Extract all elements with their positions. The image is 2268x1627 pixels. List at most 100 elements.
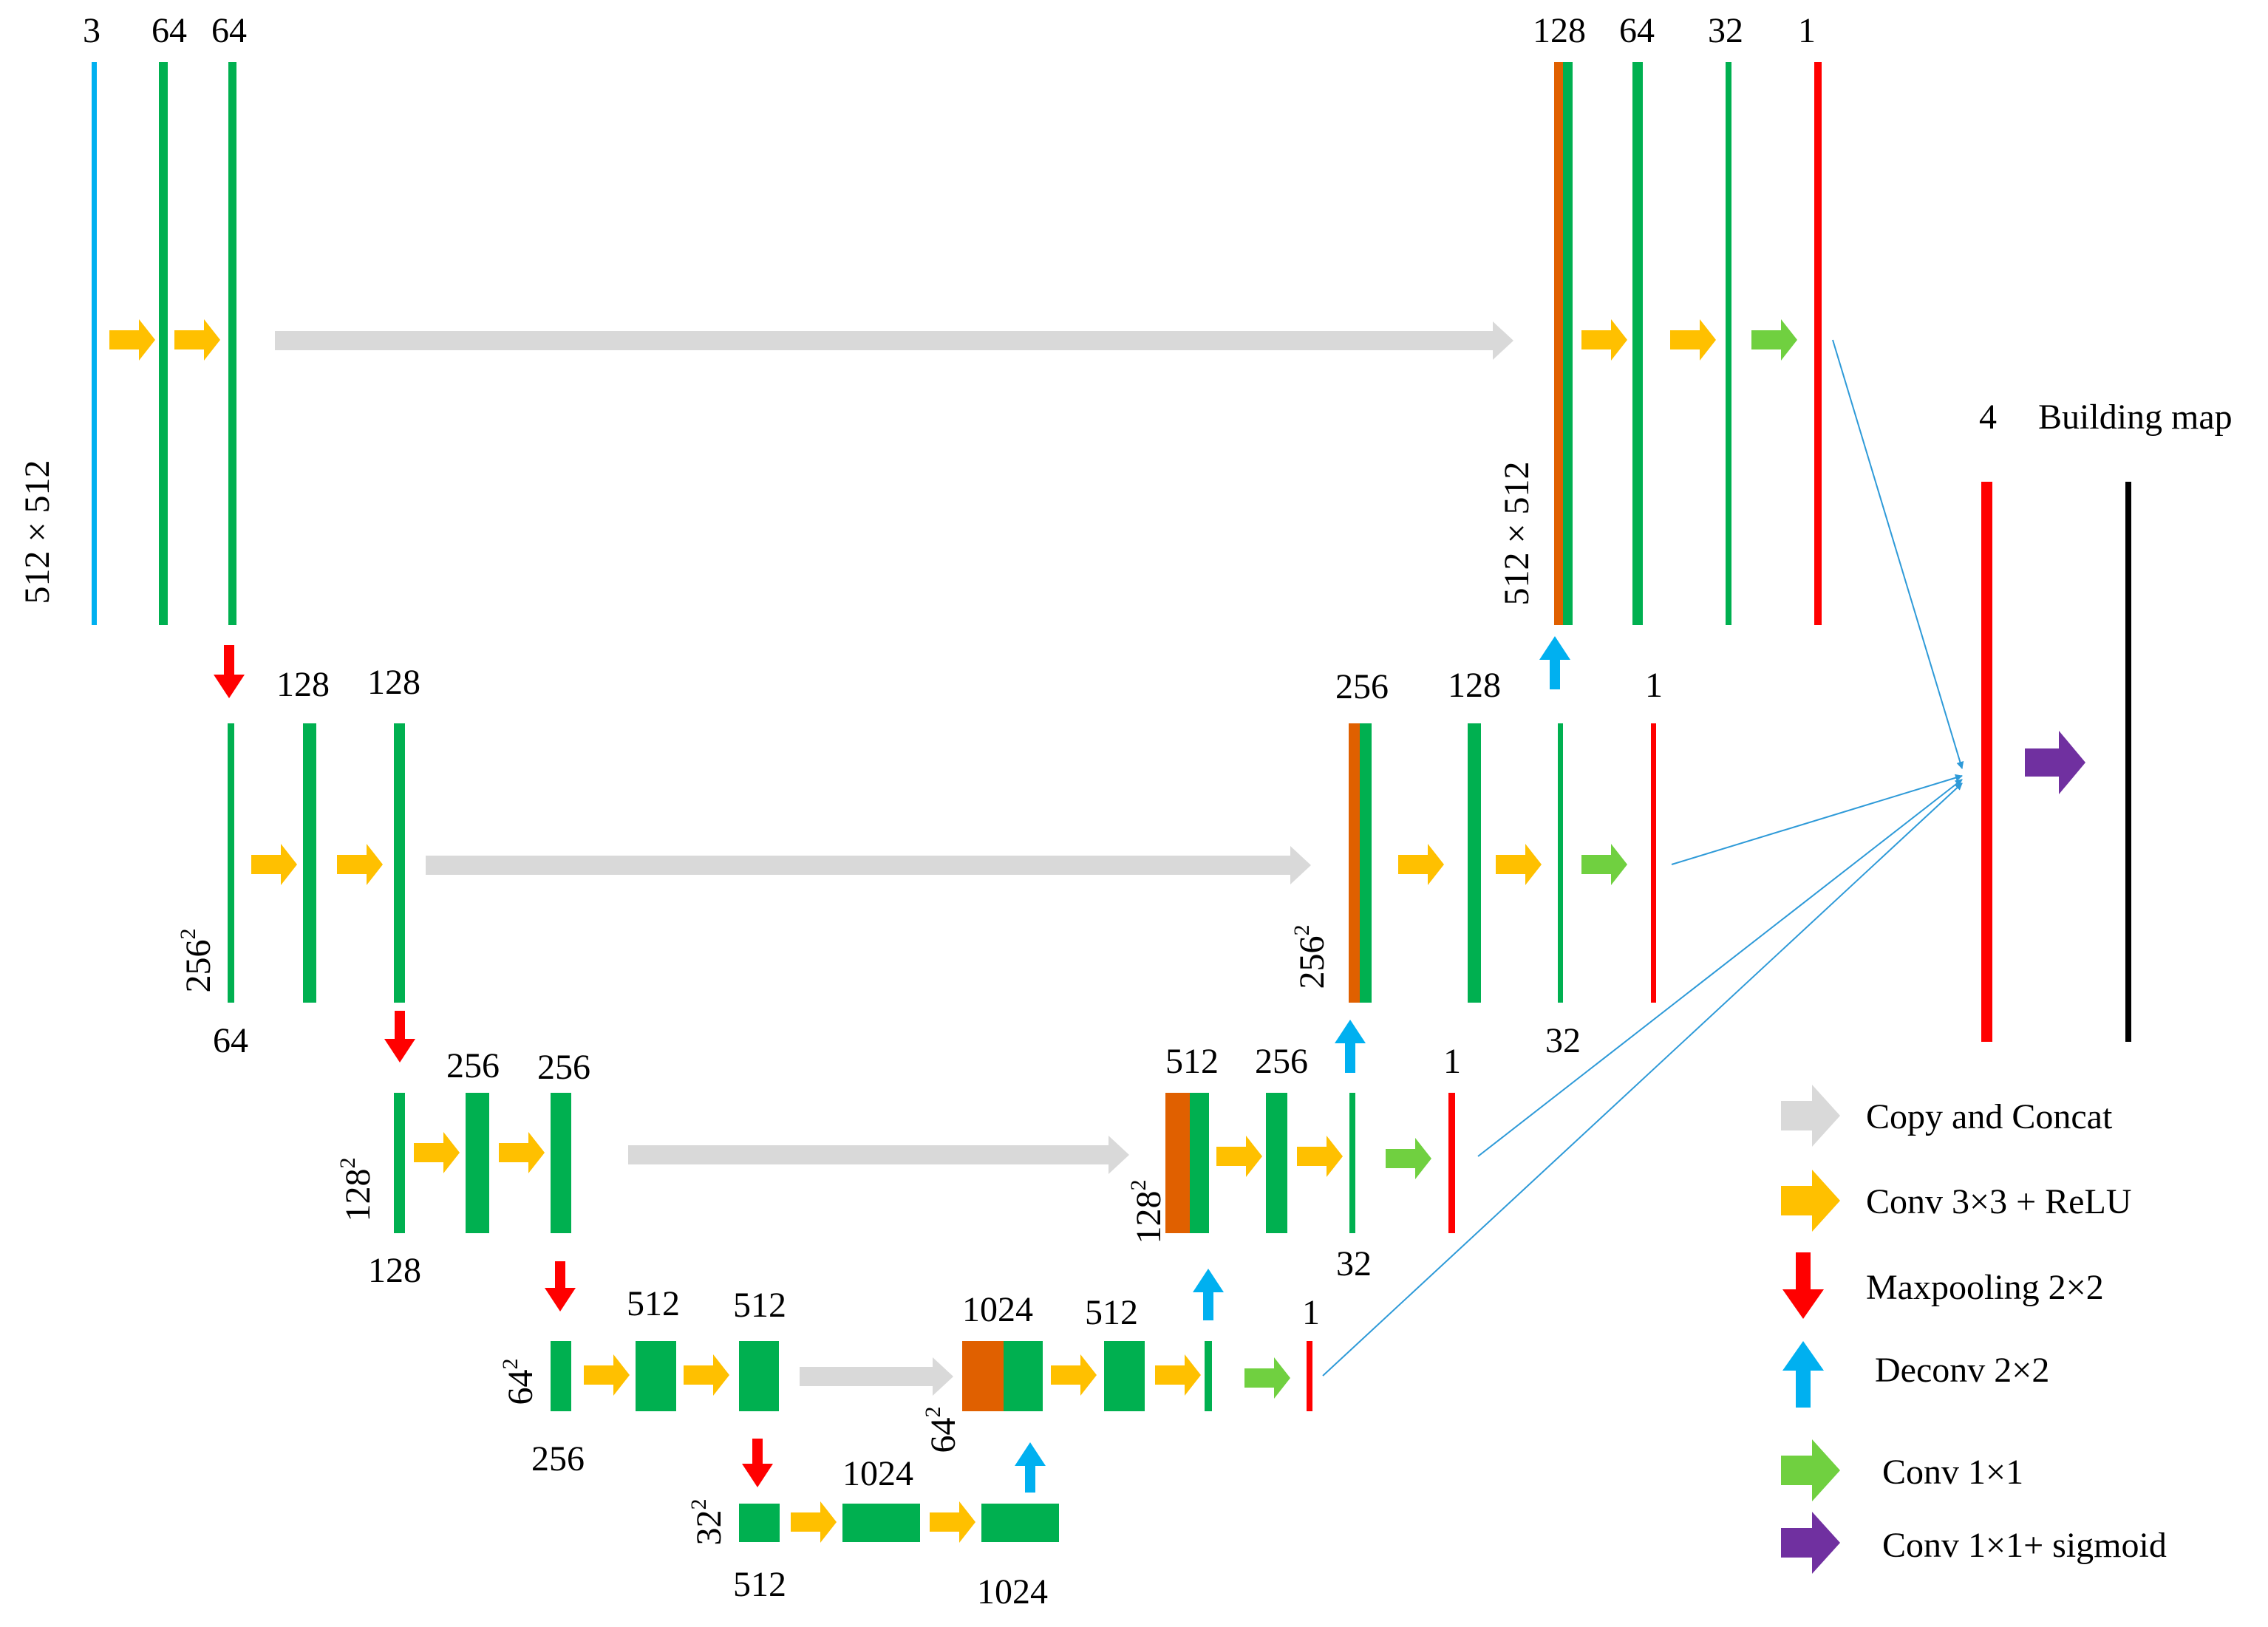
l1-conv-arrow-1 [109,319,155,361]
l2-concat-green-part [1360,723,1372,1003]
l3-conv1-channels: 256 [446,1046,500,1085]
l4-up-conv-arrow-1 [1051,1354,1097,1396]
sigmoid-arrow [2025,731,2085,794]
l3-deconv-arrow [1193,1269,1224,1320]
l1-right-resolution: 512 × 512 [1497,461,1536,605]
l3-left-resolution-exp: 2 [336,1158,360,1169]
l3-up-conv2-channels: 32 [1336,1244,1372,1283]
l2-up-channels: 256 [1335,667,1389,706]
maxpool-down-arrow-icon [1782,1252,1824,1319]
l5-pool-map [739,1504,780,1542]
l2-conv1-map [303,723,316,1003]
l5-conv1-channels: 1024 [842,1454,913,1493]
legend-label-conv1x1: Conv 1×1 [1882,1453,2023,1492]
l3-output-channels: 1 [1443,1042,1461,1081]
l3-right-resolution: 1282 [1126,1180,1168,1244]
l2-up-conv2-map [1558,723,1563,1003]
l3-left-resolution-base: 128 [338,1169,378,1222]
fusion-map [1981,482,1992,1042]
l1-copy-concat-arrow [275,321,1513,360]
legend: Copy and Concat Conv 3×3 + ReLU Maxpooli… [1781,1085,2167,1574]
l4-conv1-channels: 512 [627,1284,680,1323]
l3-up-conv1-map [1266,1093,1287,1233]
l1-conv2-map [228,62,236,625]
l3-pool-map [394,1093,405,1233]
l2-output-map [1651,723,1656,1003]
l3-conv2-map [551,1093,571,1233]
l3-pool-channels: 128 [368,1251,421,1290]
l3-maxpool-arrow [545,1261,576,1312]
l2-maxpool-arrow [384,1011,415,1063]
l3-concat-orange-part [1165,1093,1190,1233]
l4-up-conv2-map [1205,1341,1212,1411]
l2-up-conv-arrow-1 [1398,844,1444,885]
fusion-line-l1 [1832,339,1964,769]
legend-label-conv-relu: Conv 3×3 + ReLU [1866,1182,2131,1221]
l1-conv1x1-arrow [1751,319,1797,361]
copy-concat-arrow-icon [1781,1085,1840,1147]
l4-conv1x1-arrow [1244,1357,1290,1399]
l2-right-resolution-exp: 2 [1290,925,1314,936]
l2-up-conv1-channels: 128 [1448,666,1501,705]
l1-maxpool-arrow [214,645,245,698]
l2-conv2-channels: 128 [367,663,420,702]
l2-conv1x1-arrow [1581,844,1627,885]
legend-label-sigmoid: Conv 1×1+ sigmoid [1882,1526,2167,1565]
l5-resolution-exp: 2 [687,1499,711,1510]
l3-output-map [1448,1093,1455,1233]
fusion-line-l3 [1477,779,1963,1157]
l3-conv-arrow-2 [499,1132,545,1173]
l4-conv1-map [636,1341,676,1411]
l4-left-resolution: 642 [498,1359,540,1405]
l2-conv-arrow-2 [337,844,383,885]
l3-up-conv1-channels: 256 [1255,1042,1308,1081]
l1-up-conv2-map [1726,62,1731,625]
l2-concat-orange-part [1349,723,1360,1003]
l3-copy-concat-arrow [628,1136,1129,1174]
l1-conv1-channels: 64 [151,11,187,50]
conv1x1-arrow-icon [1781,1439,1840,1501]
l5-conv-arrow-1 [791,1501,837,1543]
l3-conv-arrow-1 [414,1132,460,1173]
l3-conv2-channels: 256 [537,1048,590,1087]
legend-label-copy-concat: Copy and Concat [1866,1097,2113,1136]
l5-conv-arrow-2 [930,1501,975,1543]
l4-conv-arrow-1 [584,1354,630,1396]
l4-up-conv1-channels: 512 [1085,1293,1138,1332]
l4-conv-arrow-2 [684,1354,729,1396]
l4-output-channels: 1 [1302,1293,1320,1332]
l5-conv1-map [842,1504,920,1542]
l2-left-resolution: 2562 [176,929,218,993]
l1-left-resolution: 512 × 512 [18,460,57,604]
l3-right-resolution-base: 128 [1129,1191,1168,1244]
l3-up-conv2-map [1349,1093,1355,1233]
l1-conv1-map [159,62,168,625]
l2-pool-channels: 64 [213,1021,248,1060]
l4-right-resolution-exp: 2 [921,1407,945,1418]
l2-right-resolution: 2562 [1290,925,1332,989]
l3-up-channels: 512 [1165,1042,1219,1081]
l2-copy-concat-arrow [426,846,1311,884]
l3-left-resolution: 1282 [336,1158,378,1222]
l2-conv2-map [394,723,405,1003]
l4-up-conv1-map [1104,1341,1145,1411]
l1-up-conv-arrow-2 [1670,319,1716,361]
l5-conv2-map [981,1504,1059,1542]
l1-deconv-arrow [1539,636,1570,689]
l2-left-resolution-exp: 2 [176,929,200,940]
l1-concat-orange-part [1554,62,1563,625]
l4-deconv-arrow [1015,1442,1046,1493]
l1-conv2-channels: 64 [211,11,247,50]
l4-conv2-map [739,1341,779,1411]
l3-up-conv-arrow-1 [1216,1136,1262,1177]
l4-left-resolution-exp: 2 [498,1359,522,1370]
l1-input-map [92,62,97,625]
fusion-line-l2 [1671,774,1963,865]
l1-up-channels: 128 [1533,11,1586,50]
l3-concat-green-part [1190,1093,1209,1233]
building-map [2125,482,2131,1042]
l4-maxpool-arrow [742,1439,773,1487]
l2-left-resolution-base: 256 [179,940,218,993]
l4-right-resolution-base: 64 [924,1418,963,1453]
